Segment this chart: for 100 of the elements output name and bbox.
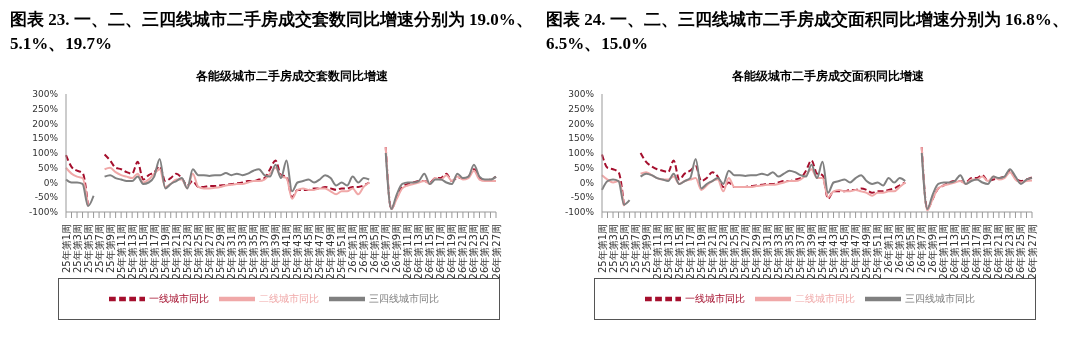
x-tick-label: 25年第47周	[850, 224, 862, 280]
x-tick-label: 26年第15周	[960, 224, 972, 280]
x-tick-label: 25年第47周	[314, 224, 326, 280]
y-tick-label: 50%	[573, 162, 595, 173]
x-tick-label: 26年第19周	[982, 224, 994, 280]
x-tick-label: 26年第17周	[435, 224, 447, 280]
x-tick-label: 26年第9周	[927, 224, 939, 274]
y-tick-label: 150%	[568, 133, 595, 144]
x-tick-label: 25年第51周	[872, 224, 884, 280]
x-tick-label: 26年第5周	[905, 224, 917, 274]
x-tick-label: 25年第49周	[861, 224, 873, 280]
x-tick-label: 25年第17周	[684, 224, 696, 280]
y-tick-label: 300%	[32, 89, 59, 100]
y-tick-label: 50%	[37, 162, 59, 173]
x-tick-label: 25年第23周	[181, 224, 193, 280]
x-tick-label: 25年第5周	[618, 224, 630, 274]
x-tick-label: 25年第15周	[673, 224, 685, 280]
x-tick-label: 25年第3周	[607, 224, 619, 274]
x-tick-label: 26年第25周	[479, 224, 491, 280]
y-tick-label: 250%	[568, 103, 595, 114]
x-tick-label: 26年第3周	[894, 224, 906, 274]
x-tick-label: 25年第35周	[247, 224, 259, 280]
legend-label: 一线城市同比	[685, 293, 745, 304]
x-tick-label: 26年第9周	[391, 224, 403, 274]
x-tick-label: 26年第3周	[358, 224, 370, 274]
x-tick-label: 25年第13周	[662, 224, 674, 280]
x-tick-label: 26年第11周	[402, 224, 414, 280]
x-tick-label: 25年第11周	[115, 224, 127, 280]
x-tick-label: 25年第27周	[739, 224, 751, 280]
x-tick-label: 26年第13周	[413, 224, 425, 280]
x-tick-label: 25年第45周	[839, 224, 851, 280]
legend-label: 三四线城市同比	[905, 293, 975, 304]
x-tick-label: 25年第17周	[148, 224, 160, 280]
x-tick-label: 25年第23周	[717, 224, 729, 280]
x-tick-label: 26年第21周	[993, 224, 1005, 280]
y-tick-label: 250%	[32, 103, 59, 114]
x-tick-label: 25年第43周	[292, 224, 304, 280]
y-tick-label: 150%	[32, 133, 59, 144]
x-tick-label: 25年第9周	[104, 224, 116, 274]
x-tick-label: 25年第19周	[159, 224, 171, 280]
chart-title: 图表 24. 一、二、三四线城市二手房成交面积同比增速分别为 16.8%、6.5%、15.0%	[545, 9, 1070, 55]
y-tick-label: 0%	[579, 177, 595, 188]
x-tick-label: 26年第23周	[1004, 224, 1016, 280]
x-tick-label: 25年第25周	[728, 224, 740, 280]
x-tick-label: 26年第11周	[938, 224, 950, 280]
x-tick-label: 25年第19周	[695, 224, 707, 280]
y-tick-label: 100%	[568, 148, 595, 159]
x-tick-label: 26年第7周	[916, 224, 928, 274]
x-tick-label: 26年第5周	[369, 224, 381, 274]
x-tick-label: 25年第21周	[170, 224, 182, 280]
x-tick-label: 25年第7周	[629, 224, 641, 274]
x-tick-label: 25年第33周	[236, 224, 248, 280]
x-tick-label: 25年第13周	[126, 224, 138, 280]
x-tick-label: 26年第27周	[1026, 224, 1038, 280]
x-tick-label: 25年第43周	[828, 224, 840, 280]
x-tick-label: 26年第23周	[468, 224, 480, 280]
x-tick-label: 25年第5周	[82, 224, 94, 274]
x-tick-label: 26年第19周	[446, 224, 458, 280]
x-tick-label: 25年第15周	[137, 224, 149, 280]
x-tick-label: 25年第9周	[640, 224, 652, 274]
y-tick-label: 100%	[32, 148, 59, 159]
x-tick-label: 25年第45周	[303, 224, 315, 280]
x-tick-label: 26年第27周	[490, 224, 502, 280]
x-tick-label: 25年第29周	[750, 224, 762, 280]
y-tick-label: 200%	[568, 118, 595, 129]
x-tick-label: 25年第31周	[761, 224, 773, 280]
x-tick-label: 26年第1周	[347, 224, 359, 274]
y-tick-label: 0%	[43, 177, 59, 188]
x-tick-label: 25年第7周	[93, 224, 105, 274]
x-tick-label: 25年第35周	[783, 224, 795, 280]
x-tick-label: 25年第1周	[596, 224, 608, 274]
x-tick-label: 26年第21周	[457, 224, 469, 280]
x-tick-label: 25年第41周	[281, 224, 293, 280]
legend-label: 一线城市同比	[149, 293, 209, 304]
chart-title: 图表 23. 一、二、三四线城市二手房成交套数同比增速分别为 19.0%、5.1%、19.7%	[9, 9, 534, 55]
y-tick-label: -100%	[565, 207, 595, 218]
x-tick-label: 25年第25周	[192, 224, 204, 280]
x-tick-label: 25年第11周	[651, 224, 663, 280]
x-tick-label: 25年第3周	[71, 224, 83, 274]
x-tick-label: 25年第37周	[794, 224, 806, 280]
x-tick-label: 25年第21周	[706, 224, 718, 280]
x-tick-label: 25年第41周	[817, 224, 829, 280]
x-tick-label: 25年第29周	[214, 224, 226, 280]
x-tick-label: 25年第49周	[325, 224, 337, 280]
x-tick-label: 25年第37周	[258, 224, 270, 280]
y-tick-label: 300%	[568, 89, 595, 100]
y-tick-label: -100%	[29, 207, 59, 218]
x-tick-label: 25年第31周	[225, 224, 237, 280]
x-tick-label: 26年第7周	[380, 224, 392, 274]
x-tick-label: 25年第39周	[805, 224, 817, 280]
legend-label: 三四线城市同比	[369, 293, 439, 304]
x-tick-label: 25年第51周	[336, 224, 348, 280]
y-tick-label: -50%	[570, 192, 595, 203]
x-tick-label: 26年第25周	[1015, 224, 1027, 280]
x-tick-label: 26年第13周	[949, 224, 961, 280]
x-tick-label: 25年第27周	[203, 224, 215, 280]
x-tick-label: 25年第1周	[60, 224, 72, 274]
y-tick-label: -50%	[34, 192, 59, 203]
chart-subtitle: 各能级城市二手房成交面积同比增速	[731, 68, 925, 85]
x-tick-label: 26年第1周	[883, 224, 895, 274]
